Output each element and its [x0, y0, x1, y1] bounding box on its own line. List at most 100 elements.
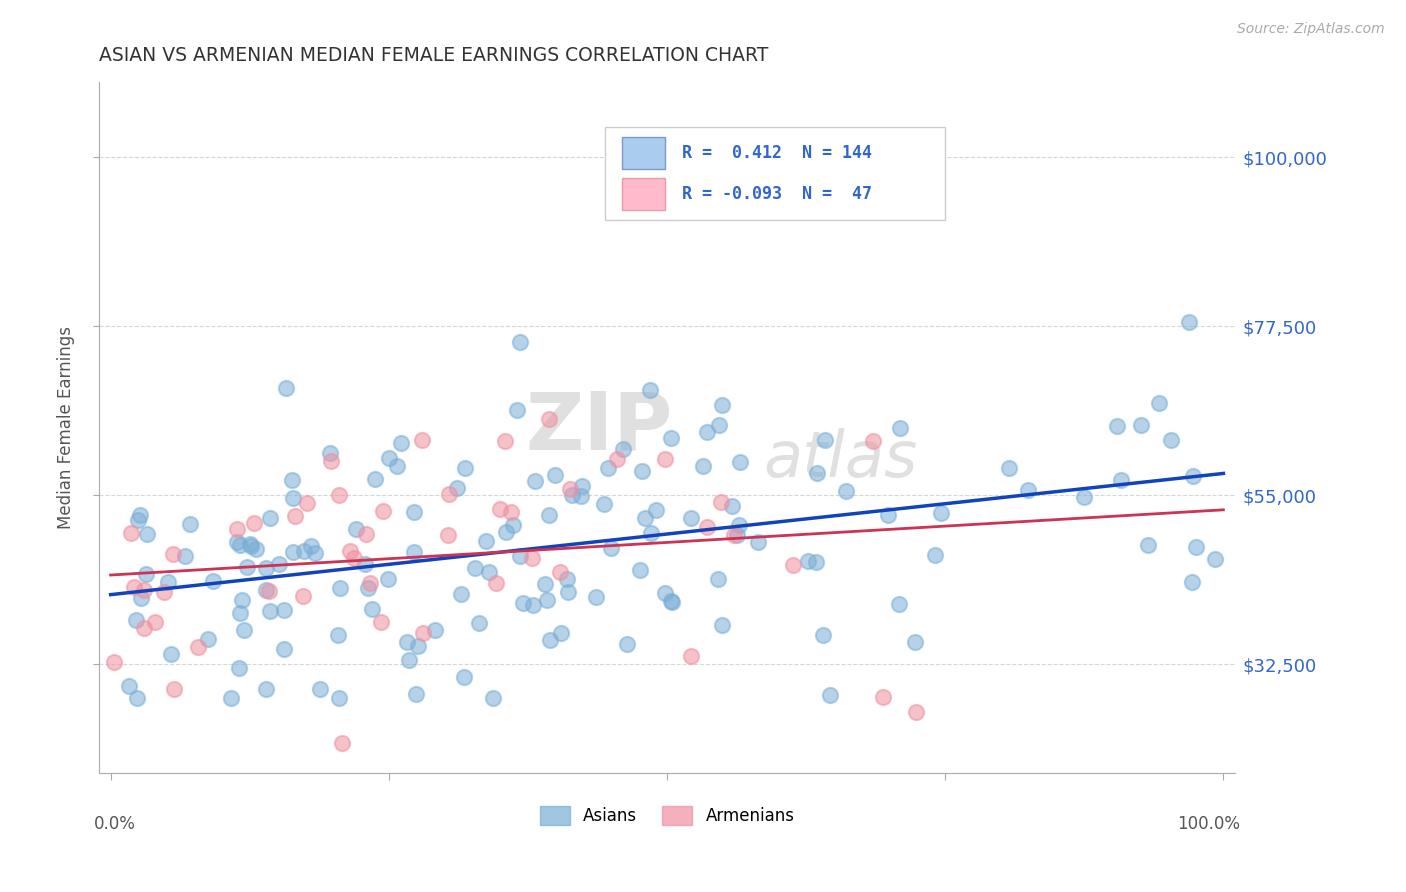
Point: [239, 539, 262, 553]
Text: R =  0.412  N = 144: R = 0.412 N = 144: [682, 145, 872, 162]
Point: [522, 598, 544, 612]
Point: [437, 527, 460, 541]
Point: [585, 590, 607, 604]
Point: [633, 511, 655, 525]
Point: [862, 434, 884, 449]
Point: [120, 526, 142, 541]
FancyBboxPatch shape: [621, 178, 665, 210]
Point: [437, 487, 460, 501]
Point: [233, 624, 256, 638]
Point: [631, 465, 654, 479]
Point: [638, 383, 661, 397]
Point: [709, 494, 731, 508]
Point: [628, 563, 651, 577]
Point: [245, 541, 267, 556]
Point: [359, 575, 381, 590]
Point: [654, 452, 676, 467]
Point: [405, 687, 427, 701]
Point: [512, 597, 534, 611]
Point: [370, 615, 392, 629]
Point: [173, 549, 195, 564]
Point: [225, 522, 247, 536]
Point: [134, 583, 156, 598]
Point: [152, 585, 174, 599]
Point: [592, 497, 614, 511]
Point: [467, 615, 489, 630]
Point: [229, 539, 252, 553]
Point: [782, 558, 804, 572]
Point: [814, 434, 837, 448]
Point: [797, 554, 820, 568]
Point: [1136, 538, 1159, 552]
Point: [284, 509, 307, 524]
Point: [616, 637, 638, 651]
Point: [464, 560, 486, 574]
Point: [242, 516, 264, 531]
Point: [835, 483, 858, 498]
Point: [187, 640, 209, 654]
Text: ASIAN VS ARMENIAN MEDIAN FEMALE EARNINGS CORRELATION CHART: ASIAN VS ARMENIAN MEDIAN FEMALE EARNINGS…: [100, 46, 769, 65]
Point: [371, 504, 394, 518]
Point: [125, 613, 148, 627]
Point: [308, 681, 330, 696]
Point: [475, 533, 498, 548]
Point: [326, 628, 349, 642]
Point: [354, 557, 377, 571]
Point: [723, 528, 745, 542]
Point: [502, 518, 524, 533]
Point: [339, 544, 361, 558]
Point: [904, 634, 927, 648]
Point: [295, 496, 318, 510]
Point: [389, 436, 412, 450]
Point: [509, 335, 531, 350]
Point: [122, 580, 145, 594]
Point: [929, 506, 952, 520]
Point: [228, 606, 250, 620]
Point: [645, 503, 668, 517]
Legend: Asians, Armenians: Asians, Armenians: [533, 799, 801, 832]
Point: [495, 524, 517, 539]
Point: [696, 520, 718, 534]
Point: [806, 466, 828, 480]
Point: [259, 511, 281, 525]
Point: [378, 450, 401, 465]
Point: [558, 483, 581, 497]
Point: [720, 500, 742, 514]
Point: [711, 617, 734, 632]
Point: [1185, 541, 1208, 555]
Point: [606, 451, 628, 466]
Point: [226, 535, 249, 549]
Text: ZIP: ZIP: [526, 389, 672, 467]
Point: [804, 555, 827, 569]
Point: [135, 567, 157, 582]
Point: [659, 593, 682, 607]
Text: 0.0%: 0.0%: [94, 814, 136, 832]
Point: [924, 548, 946, 562]
Point: [328, 691, 350, 706]
Point: [544, 468, 567, 483]
Point: [163, 682, 186, 697]
Point: [538, 412, 561, 426]
Point: [299, 539, 322, 553]
Point: [423, 623, 446, 637]
Point: [728, 517, 751, 532]
Point: [283, 491, 305, 505]
Point: [273, 602, 295, 616]
Point: [877, 508, 900, 522]
Point: [538, 508, 561, 522]
Point: [127, 513, 149, 527]
Point: [329, 581, 352, 595]
Point: [363, 473, 385, 487]
Point: [236, 560, 259, 574]
Point: [385, 458, 408, 473]
Point: [710, 399, 733, 413]
Point: [889, 420, 911, 434]
Point: [228, 661, 250, 675]
FancyBboxPatch shape: [605, 127, 945, 220]
Point: [319, 454, 342, 468]
Point: [319, 446, 342, 460]
Point: [453, 669, 475, 683]
Point: [238, 537, 260, 551]
Point: [679, 648, 702, 663]
Point: [550, 625, 572, 640]
